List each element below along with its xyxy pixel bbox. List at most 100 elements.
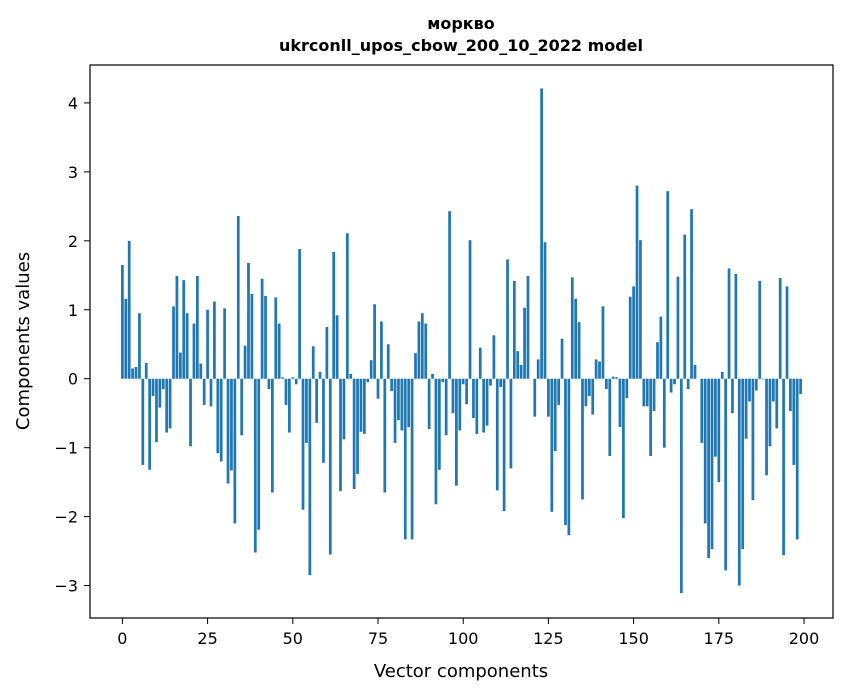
- bar-83: [404, 379, 407, 540]
- bar-148: [625, 379, 628, 398]
- bar-36: [244, 346, 247, 379]
- bar-14: [169, 379, 172, 429]
- bar-198: [796, 379, 799, 540]
- bar-32: [230, 379, 233, 471]
- bar-8: [148, 379, 151, 470]
- bar-170: [700, 379, 703, 443]
- bar-150: [632, 286, 635, 378]
- bar-134: [578, 322, 581, 379]
- y-tick-label: 4: [68, 94, 78, 113]
- bar-145: [615, 377, 618, 378]
- bar-53: [302, 379, 305, 510]
- bar-108: [489, 379, 492, 386]
- bar-23: [199, 364, 202, 379]
- bar-71: [363, 379, 366, 434]
- bar-158: [660, 317, 663, 379]
- bar-12: [162, 379, 165, 389]
- bar-6: [141, 379, 144, 465]
- bar-186: [755, 379, 758, 391]
- bar-102: [469, 240, 472, 379]
- y-tick-label: −1: [54, 439, 78, 458]
- bar-22: [196, 276, 199, 379]
- bar-9: [152, 379, 155, 396]
- bar-156: [653, 379, 656, 411]
- bar-182: [741, 379, 744, 549]
- bar-159: [663, 379, 666, 448]
- bar-90: [428, 379, 431, 429]
- bar-21: [193, 324, 196, 379]
- bar-133: [574, 299, 577, 379]
- bar-147: [622, 379, 625, 518]
- bar-41: [261, 279, 264, 379]
- bar-59: [322, 379, 325, 463]
- y-tick-label: −3: [54, 577, 78, 596]
- bar-48: [285, 379, 288, 405]
- bar-180: [735, 274, 738, 379]
- bar-60: [326, 327, 329, 379]
- bar-164: [680, 379, 683, 593]
- bar-195: [786, 286, 789, 378]
- bar-124: [544, 242, 547, 379]
- x-tick-label: 50: [283, 629, 303, 648]
- bar-190: [769, 379, 772, 447]
- bar-18: [182, 280, 185, 379]
- bar-154: [646, 379, 649, 407]
- bar-98: [455, 379, 458, 486]
- bar-77: [383, 379, 386, 493]
- bar-129: [561, 339, 564, 379]
- bar-137: [588, 379, 591, 396]
- bar-161: [670, 379, 673, 393]
- bar-52: [298, 249, 301, 379]
- bar-114: [510, 379, 513, 469]
- bar-89: [424, 324, 427, 379]
- bar-103: [472, 379, 475, 418]
- bar-69: [356, 379, 359, 474]
- bar-33: [233, 379, 236, 524]
- bar-16: [176, 276, 179, 379]
- bar-70: [360, 379, 363, 432]
- bar-136: [585, 379, 588, 407]
- bar-126: [550, 379, 553, 512]
- bar-7: [145, 363, 148, 379]
- bar-37: [247, 263, 250, 379]
- bar-96: [448, 211, 451, 379]
- bar-109: [493, 335, 496, 378]
- bar-117: [520, 365, 523, 379]
- bar-104: [475, 379, 478, 434]
- bar-0: [121, 265, 124, 379]
- bar-191: [772, 379, 775, 402]
- bar-151: [636, 186, 639, 379]
- bar-100: [462, 379, 465, 385]
- bar-183: [745, 379, 748, 439]
- bar-27: [213, 302, 216, 379]
- bar-123: [540, 88, 543, 378]
- bar-64: [339, 379, 342, 491]
- bar-175: [717, 379, 720, 482]
- bar-82: [400, 379, 403, 431]
- bar-50: [291, 377, 294, 378]
- bar-111: [499, 379, 502, 387]
- bar-76: [380, 322, 383, 379]
- bar-92: [435, 379, 438, 504]
- bar-128: [557, 379, 560, 405]
- bar-97: [452, 379, 455, 413]
- bar-155: [649, 379, 652, 456]
- bar-194: [782, 379, 785, 556]
- bar-163: [677, 277, 680, 379]
- bar-187: [758, 281, 761, 379]
- x-tick-label: 0: [117, 629, 127, 648]
- bar-167: [690, 209, 693, 379]
- bar-46: [278, 324, 281, 379]
- bar-15: [172, 306, 175, 378]
- bar-66: [346, 233, 349, 378]
- chart-title: морквo: [427, 14, 495, 33]
- bar-140: [598, 362, 601, 379]
- bar-47: [281, 377, 284, 378]
- bar-141: [602, 306, 605, 378]
- bar-119: [527, 276, 530, 379]
- bar-165: [683, 235, 686, 379]
- bar-157: [656, 342, 659, 379]
- bar-34: [237, 216, 240, 379]
- y-tick-label: 3: [68, 163, 78, 182]
- bar-127: [554, 379, 557, 451]
